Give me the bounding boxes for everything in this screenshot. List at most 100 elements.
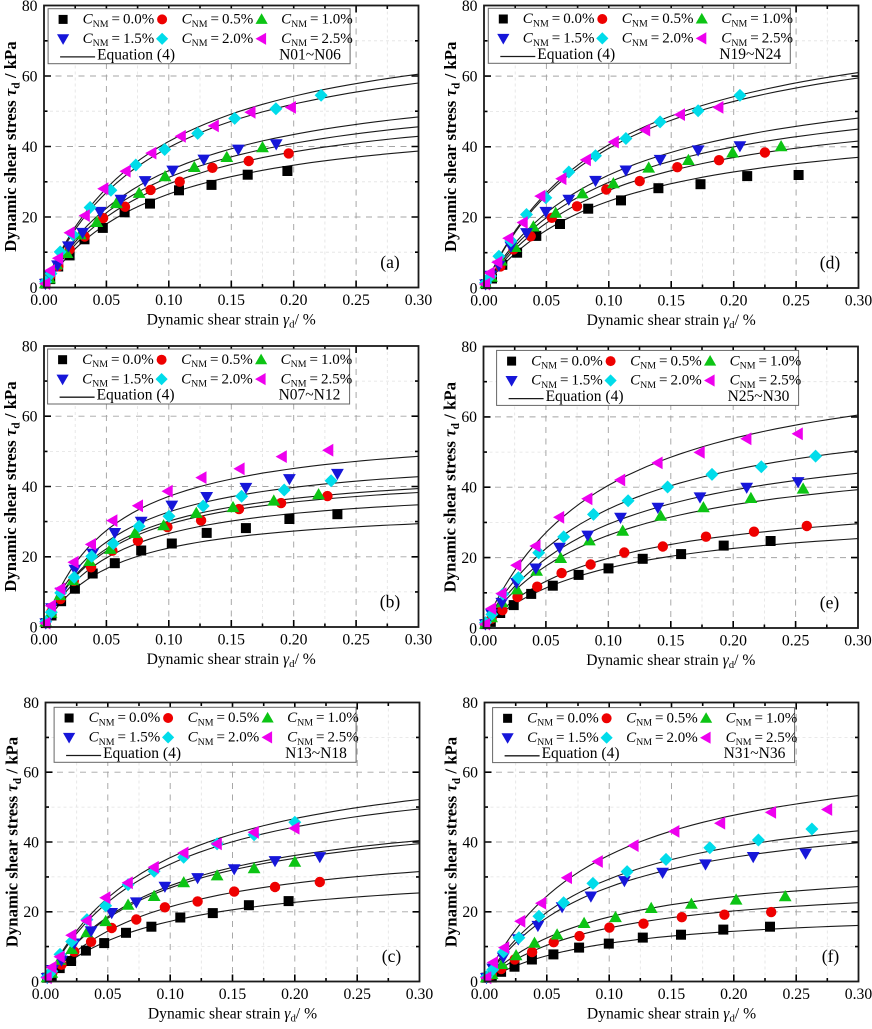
svg-text:60: 60 xyxy=(462,68,478,85)
svg-text:0.30: 0.30 xyxy=(406,986,434,1003)
svg-text:80: 80 xyxy=(462,695,478,712)
svg-text:0.25: 0.25 xyxy=(342,632,370,649)
svg-text:0.10: 0.10 xyxy=(156,986,184,1003)
svg-text:Equation (4): Equation (4) xyxy=(97,387,175,404)
svg-text:CNM = 1.0%: CNM = 1.0% xyxy=(730,353,802,371)
svg-text:Dynamic shear stress τd / kPa: Dynamic shear stress τd / kPa xyxy=(442,736,463,947)
svg-text:CNM = 0.5%: CNM = 0.5% xyxy=(182,12,254,30)
svg-text:(b): (b) xyxy=(380,592,401,612)
svg-text:CNM = 2.0%: CNM = 2.0% xyxy=(622,31,694,49)
svg-text:0.25: 0.25 xyxy=(343,986,371,1003)
svg-text:0.25: 0.25 xyxy=(782,633,810,650)
svg-text:N13~N18: N13~N18 xyxy=(285,745,347,762)
svg-text:CNM = 1.5%: CNM = 1.5% xyxy=(523,31,595,49)
svg-text:0.20: 0.20 xyxy=(280,292,308,309)
svg-text:0: 0 xyxy=(470,974,478,991)
svg-text:0.20: 0.20 xyxy=(280,632,308,649)
svg-text:CNM = 1.5%: CNM = 1.5% xyxy=(82,371,154,389)
svg-text:60: 60 xyxy=(23,765,39,782)
svg-text:60: 60 xyxy=(22,409,38,426)
svg-text:60: 60 xyxy=(22,68,38,85)
svg-text:Dynamic shear strain γd/ %: Dynamic shear strain γd/ % xyxy=(587,1006,756,1025)
svg-text:0: 0 xyxy=(31,974,39,991)
svg-text:CNM = 1.5%: CNM = 1.5% xyxy=(83,31,155,49)
svg-text:0.20: 0.20 xyxy=(720,986,748,1003)
svg-text:CNM = 2.5%: CNM = 2.5% xyxy=(721,31,793,49)
svg-text:CNM = 2.0%: CNM = 2.0% xyxy=(630,373,702,391)
svg-text:CNM = 2.0%: CNM = 2.0% xyxy=(626,730,698,748)
svg-text:0.15: 0.15 xyxy=(218,292,246,309)
svg-text:CNM = 0.5%: CNM = 0.5% xyxy=(622,11,694,29)
svg-text:CNM = 1.0%: CNM = 1.0% xyxy=(281,12,353,30)
svg-text:CNM = 2.5%: CNM = 2.5% xyxy=(281,31,353,49)
svg-text:CNM = 1.5%: CNM = 1.5% xyxy=(527,730,599,748)
svg-text:Dynamic shear stress τd / kPa: Dynamic shear stress τd / kPa xyxy=(441,381,462,592)
svg-text:0.20: 0.20 xyxy=(281,986,309,1003)
svg-text:0.00: 0.00 xyxy=(32,986,60,1003)
svg-text:40: 40 xyxy=(462,834,478,851)
svg-text:80: 80 xyxy=(462,0,478,15)
svg-text:CNM = 1.0%: CNM = 1.0% xyxy=(726,711,798,729)
svg-text:0.05: 0.05 xyxy=(532,633,560,650)
svg-text:0.00: 0.00 xyxy=(470,293,498,310)
svg-text:0: 0 xyxy=(470,280,478,297)
svg-text:0.30: 0.30 xyxy=(845,293,872,310)
svg-text:(d): (d) xyxy=(820,253,841,273)
svg-text:0.15: 0.15 xyxy=(658,986,686,1003)
svg-text:0.15: 0.15 xyxy=(218,632,246,649)
svg-text:CNM = 0.5%: CNM = 0.5% xyxy=(626,711,698,729)
svg-text:40: 40 xyxy=(461,480,477,497)
svg-text:0.10: 0.10 xyxy=(155,292,183,309)
svg-text:0.10: 0.10 xyxy=(595,986,623,1003)
svg-text:Equation (4): Equation (4) xyxy=(542,745,620,762)
svg-text:0.05: 0.05 xyxy=(93,632,121,649)
svg-text:0: 0 xyxy=(30,280,38,297)
svg-text:0.15: 0.15 xyxy=(657,633,685,650)
svg-text:20: 20 xyxy=(462,904,478,921)
svg-text:CNM = 1.5%: CNM = 1.5% xyxy=(89,730,161,748)
svg-text:0.10: 0.10 xyxy=(155,632,183,649)
svg-text:Equation (4): Equation (4) xyxy=(103,745,181,762)
svg-text:(f): (f) xyxy=(822,946,840,966)
svg-text:N07~N12: N07~N12 xyxy=(279,387,341,404)
svg-text:CNM = 2.0%: CNM = 2.0% xyxy=(181,371,253,389)
svg-text:CNM = 1.0%: CNM = 1.0% xyxy=(721,11,793,29)
svg-text:0.20: 0.20 xyxy=(720,293,748,310)
svg-text:0.25: 0.25 xyxy=(342,292,370,309)
svg-text:40: 40 xyxy=(23,834,39,851)
svg-text:0.00: 0.00 xyxy=(470,633,498,650)
svg-text:0.15: 0.15 xyxy=(219,986,247,1003)
svg-text:0: 0 xyxy=(469,620,477,637)
svg-text:CNM = 0.0%: CNM = 0.0% xyxy=(82,352,154,370)
svg-text:CNM = 0.0%: CNM = 0.0% xyxy=(89,710,161,728)
svg-text:0.30: 0.30 xyxy=(405,632,433,649)
svg-text:80: 80 xyxy=(22,338,38,355)
svg-text:Equation (4): Equation (4) xyxy=(537,46,615,63)
svg-text:CNM = 0.0%: CNM = 0.0% xyxy=(83,12,155,30)
svg-text:CNM = 2.5%: CNM = 2.5% xyxy=(726,730,798,748)
svg-text:CNM = 1.0%: CNM = 1.0% xyxy=(281,352,353,370)
svg-text:CNM = 1.0%: CNM = 1.0% xyxy=(287,710,359,728)
svg-text:Dynamic shear strain γd/ %: Dynamic shear strain γd/ % xyxy=(148,1006,317,1025)
svg-text:CNM = 2.0%: CNM = 2.0% xyxy=(182,31,254,49)
svg-text:Dynamic shear stress τd / kPa: Dynamic shear stress τd / kPa xyxy=(3,736,24,947)
svg-text:20: 20 xyxy=(461,550,477,567)
svg-text:N01~N06: N01~N06 xyxy=(279,46,341,63)
svg-text:CNM = 1.5%: CNM = 1.5% xyxy=(531,373,603,391)
svg-text:0.00: 0.00 xyxy=(30,632,58,649)
svg-text:0.10: 0.10 xyxy=(595,293,623,310)
svg-text:(a): (a) xyxy=(380,252,400,272)
svg-text:40: 40 xyxy=(22,479,38,496)
svg-text:0.00: 0.00 xyxy=(471,986,499,1003)
svg-text:0.05: 0.05 xyxy=(94,986,122,1003)
svg-text:0.20: 0.20 xyxy=(719,633,747,650)
svg-text:Dynamic shear strain γd/ %: Dynamic shear strain γd/ % xyxy=(587,312,756,331)
svg-text:CNM = 0.0%: CNM = 0.0% xyxy=(527,711,599,729)
svg-text:80: 80 xyxy=(23,695,39,712)
svg-text:Dynamic shear strain γd/ %: Dynamic shear strain γd/ % xyxy=(147,312,316,331)
svg-text:0.05: 0.05 xyxy=(533,986,561,1003)
svg-text:Dynamic shear stress τd / kPa: Dynamic shear stress τd / kPa xyxy=(1,41,22,252)
svg-text:(c): (c) xyxy=(382,946,402,966)
svg-text:Dynamic shear strain γd/ %: Dynamic shear strain γd/ % xyxy=(586,652,755,671)
svg-text:CNM = 0.5%: CNM = 0.5% xyxy=(181,352,253,370)
